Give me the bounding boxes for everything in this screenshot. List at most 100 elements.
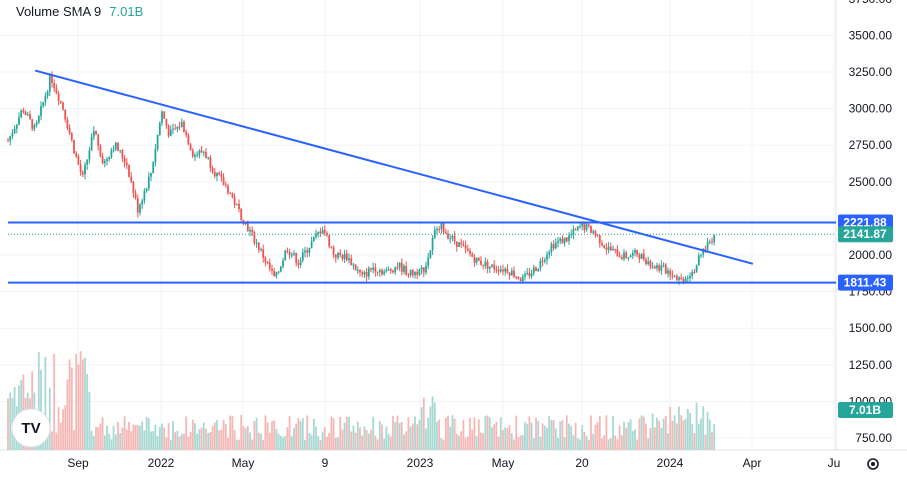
candle-body	[381, 269, 383, 275]
candle-body	[233, 197, 236, 205]
tradingview-logo-icon[interactable]: TV	[11, 408, 51, 448]
candle-body	[79, 164, 82, 173]
volume-bar	[515, 415, 518, 450]
volume-bar	[625, 427, 628, 450]
volume-bar	[464, 437, 467, 450]
candle-body	[629, 255, 632, 258]
candle-body	[185, 132, 188, 135]
volume-bar	[222, 420, 225, 450]
candle-body	[158, 122, 161, 135]
candle-body	[301, 252, 304, 261]
candle-body	[590, 225, 592, 233]
volume-bar	[420, 407, 423, 450]
candle-body	[341, 255, 344, 259]
volume-bar	[495, 421, 498, 450]
volume-bar	[57, 407, 60, 450]
candle-body	[662, 264, 665, 266]
candle-body	[31, 119, 34, 129]
candle-body	[150, 173, 152, 177]
volume-bar	[134, 425, 137, 450]
candle-body	[469, 250, 471, 254]
candle-body	[163, 111, 166, 119]
volume-bar	[172, 421, 174, 450]
candle-body	[70, 133, 73, 140]
volume-bar	[392, 415, 394, 450]
volume-bar	[603, 435, 606, 450]
candle-body	[268, 262, 271, 269]
candle-body	[702, 248, 705, 255]
candle-body	[167, 125, 170, 136]
candle-body	[231, 193, 234, 198]
price-tick-label: 2000.00	[849, 248, 893, 262]
candle-body	[638, 255, 641, 259]
candle-body	[147, 176, 150, 189]
volume-bar	[233, 430, 236, 450]
candle-body	[112, 149, 115, 151]
volume-bar	[546, 427, 548, 450]
volume-bar	[213, 422, 216, 450]
candle-body	[458, 242, 460, 247]
volume-bar	[207, 432, 210, 450]
volume-bar	[647, 438, 650, 450]
candle-body	[502, 269, 504, 272]
volume-bar	[108, 433, 111, 450]
candle-body	[420, 267, 423, 270]
price-tag-label: 7.01B	[849, 403, 881, 417]
volume-bar	[455, 433, 458, 450]
volume-bar	[711, 432, 713, 450]
volume-bar	[651, 413, 654, 450]
candle-body	[229, 193, 232, 195]
candle-body	[9, 135, 12, 141]
candle-body	[684, 278, 687, 282]
volume-bar	[295, 423, 298, 450]
candle-body	[568, 235, 570, 242]
volume-bar	[337, 437, 339, 450]
candle-body	[15, 124, 18, 129]
volume-bar	[453, 418, 456, 450]
candle-body	[636, 250, 639, 256]
gear-icon[interactable]	[867, 458, 879, 470]
volume-bar	[394, 421, 397, 450]
candle-body	[686, 277, 689, 279]
candle-body	[614, 248, 617, 250]
volume-bar	[706, 411, 709, 450]
volume-bar	[304, 439, 306, 450]
volume-bar	[559, 421, 562, 450]
volume-bar	[488, 417, 491, 450]
candle-body	[640, 253, 643, 259]
volume-bar	[682, 420, 685, 450]
candle-body	[495, 269, 498, 271]
volume-bar	[581, 425, 584, 450]
volume-bar	[574, 422, 577, 450]
volume-bar	[202, 422, 205, 450]
volume-bar	[385, 426, 388, 450]
volume-bar	[297, 418, 300, 450]
volume-bar	[257, 432, 260, 450]
candle-body	[266, 262, 269, 264]
volume-bar	[405, 431, 408, 450]
volume-bar	[365, 429, 368, 450]
volume-bar	[702, 406, 705, 450]
candle-body	[464, 245, 467, 249]
candle-body	[187, 134, 190, 145]
volume-bar	[614, 435, 617, 450]
candle-body	[378, 269, 381, 272]
candle-body	[623, 252, 625, 259]
candle-body	[22, 110, 25, 113]
volume-bar	[169, 439, 172, 450]
volume-bar	[466, 436, 469, 450]
candle-body	[97, 134, 100, 146]
candle-body	[330, 246, 333, 248]
candle-body	[348, 258, 350, 261]
candle-body	[607, 246, 610, 250]
volume-bar	[198, 429, 201, 450]
volume-bar	[572, 435, 575, 450]
volume-bar	[623, 421, 625, 450]
candle-body	[653, 266, 656, 269]
volume-bar	[387, 433, 390, 450]
candle-body	[396, 267, 399, 269]
candle-body	[59, 101, 62, 103]
candle-body	[92, 131, 95, 137]
